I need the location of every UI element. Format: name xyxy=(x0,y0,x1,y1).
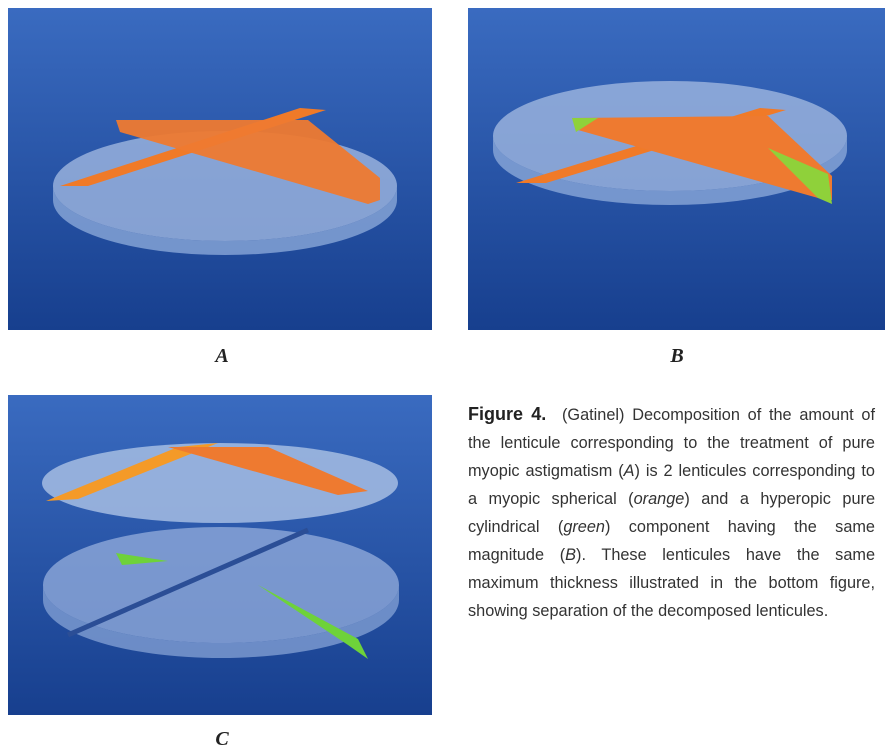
caption-emphasis: A xyxy=(624,462,635,480)
panel-image xyxy=(468,8,885,330)
panel-label: B xyxy=(647,345,707,368)
figure-page: A B C Figure 4. (Gatinel) Decomposition … xyxy=(0,0,885,748)
panel-image xyxy=(8,8,432,330)
lower-lenticule xyxy=(43,527,399,643)
caption-emphasis: orange xyxy=(634,490,685,508)
figure-caption: Figure 4. (Gatinel) Decomposition of the… xyxy=(468,400,875,625)
panel-image xyxy=(8,395,432,715)
panel-label: A xyxy=(192,345,252,368)
caption-emphasis: B xyxy=(565,546,576,564)
caption-emphasis: green xyxy=(563,518,605,536)
caption-label: Figure 4. xyxy=(468,404,546,424)
